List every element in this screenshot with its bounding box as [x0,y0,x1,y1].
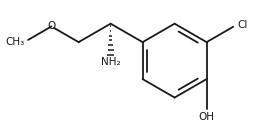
Text: OH: OH [199,112,215,122]
Text: O: O [47,21,55,31]
Text: CH₃: CH₃ [5,37,24,47]
Text: NH₂: NH₂ [101,57,120,67]
Text: Cl: Cl [237,20,247,30]
